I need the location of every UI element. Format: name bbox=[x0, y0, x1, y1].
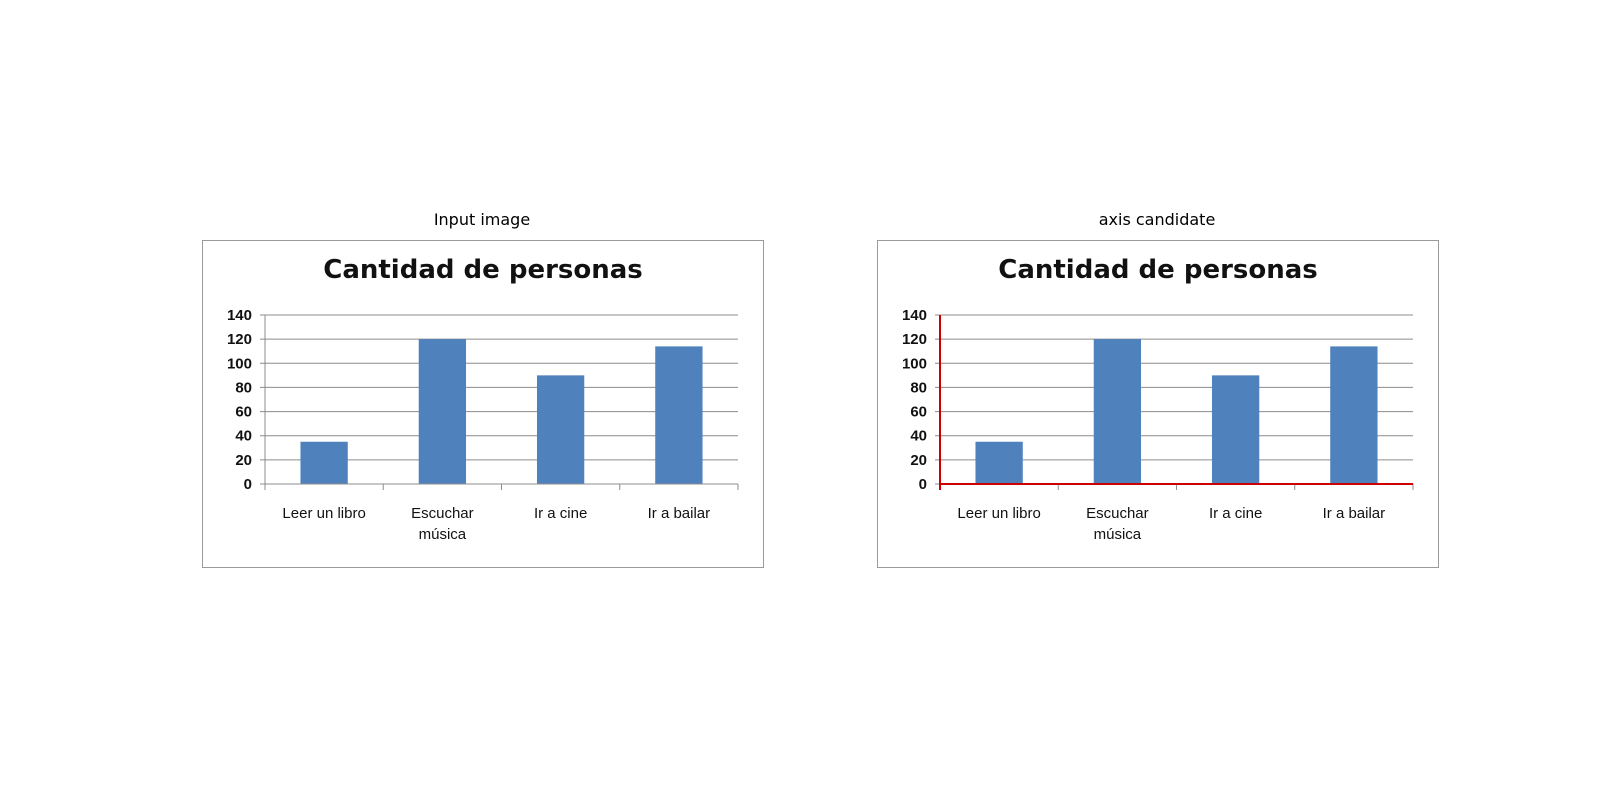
chart-panel-input: Cantidad de personas 0 20 40 60 80 100 120 140 Le… bbox=[202, 240, 764, 568]
x-category-label: Leer un libro bbox=[282, 505, 365, 522]
bar-3 bbox=[655, 346, 703, 484]
y-tick-label: 80 bbox=[235, 379, 252, 396]
x-category-label: Ir a cine bbox=[534, 505, 587, 522]
bar-2 bbox=[536, 375, 585, 484]
x-category-label: Escuchar bbox=[411, 505, 474, 522]
x-category-label: Leer un libro bbox=[957, 505, 1040, 522]
y-tick-label: 40 bbox=[910, 428, 927, 445]
y-tick-label: 80 bbox=[910, 379, 927, 396]
y-tick-label: 120 bbox=[227, 331, 252, 348]
y-tick-label: 120 bbox=[902, 331, 927, 348]
y-tick-label: 40 bbox=[235, 428, 252, 445]
y-tick-label: 0 bbox=[244, 476, 252, 493]
y-tick-label: 20 bbox=[910, 452, 927, 469]
panel-caption-axis-candidate: axis candidate bbox=[1098, 210, 1216, 229]
x-category-label: Ir a cine bbox=[1209, 505, 1262, 522]
chart-panel-axis-candidate: Cantidad de personas 0 20 40 60 80 100 120 140 Le… bbox=[877, 240, 1439, 568]
bar-1 bbox=[1093, 339, 1142, 484]
bar-0 bbox=[300, 441, 348, 484]
y-tick-label: 100 bbox=[227, 355, 252, 372]
x-category-label: música bbox=[1094, 526, 1142, 543]
y-tick-label: 60 bbox=[235, 404, 252, 421]
bar-3 bbox=[1330, 346, 1378, 484]
y-tick-label: 20 bbox=[235, 452, 252, 469]
y-tick-label: 140 bbox=[902, 307, 927, 324]
y-tick-label: 60 bbox=[910, 404, 927, 421]
chart-title: Cantidad de personas bbox=[323, 255, 643, 285]
x-category-label: música bbox=[419, 526, 467, 543]
bar-0 bbox=[975, 441, 1023, 484]
x-category-label: Ir a bailar bbox=[1323, 505, 1386, 522]
panel-caption-input: Input image bbox=[433, 210, 531, 229]
bar-chart-axis-candidate: Cantidad de personas 0 20 40 60 80 100 120 140 Le… bbox=[877, 240, 1439, 568]
y-tick-label: 140 bbox=[227, 307, 252, 324]
bar-2 bbox=[1211, 375, 1260, 484]
y-tick-label: 100 bbox=[902, 355, 927, 372]
bar-chart-input: Cantidad de personas 0 20 40 60 80 100 120 140 Le… bbox=[202, 240, 764, 568]
x-category-label: Ir a bailar bbox=[648, 505, 711, 522]
bar-1 bbox=[418, 339, 467, 484]
y-tick-label: 0 bbox=[919, 476, 927, 493]
chart-title: Cantidad de personas bbox=[998, 255, 1318, 285]
x-category-label: Escuchar bbox=[1086, 505, 1149, 522]
